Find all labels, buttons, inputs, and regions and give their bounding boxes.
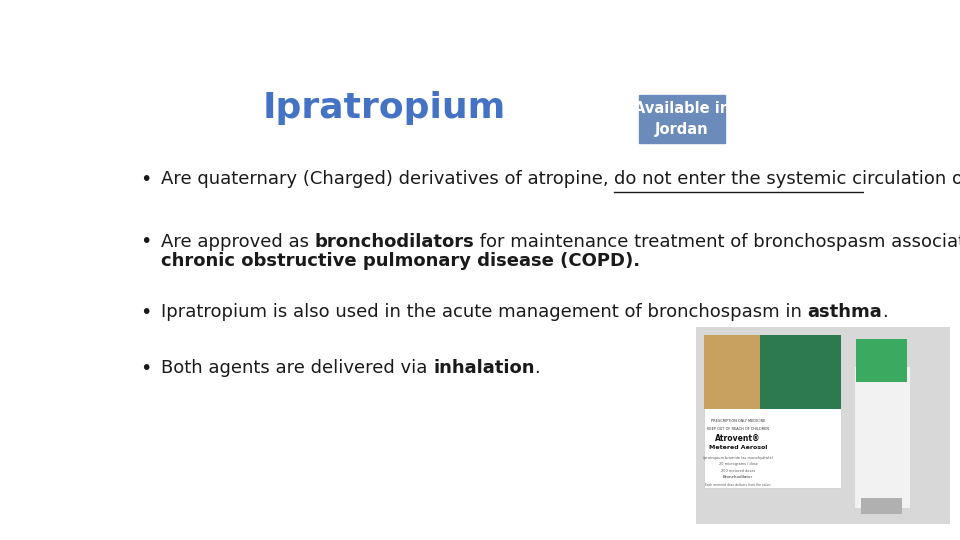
Text: bronchodilators: bronchodilators — [315, 233, 474, 251]
Text: Are quaternary (Charged) derivatives of atropine,: Are quaternary (Charged) derivatives of … — [161, 170, 614, 188]
Text: Both agents are delivered via: Both agents are delivered via — [161, 359, 433, 377]
Text: •: • — [140, 232, 152, 251]
Text: Ipratropium is also used in the acute management of bronchospasm in: Ipratropium is also used in the acute ma… — [161, 303, 807, 321]
Text: Are approved as: Are approved as — [161, 233, 315, 251]
Text: •: • — [140, 303, 152, 322]
Text: .: . — [535, 359, 540, 377]
Text: •: • — [140, 170, 152, 188]
Text: asthma: asthma — [807, 303, 882, 321]
Text: 20 micrograms / dose: 20 micrograms / dose — [718, 462, 757, 465]
Text: •: • — [140, 359, 152, 378]
FancyBboxPatch shape — [639, 95, 725, 143]
Bar — [704, 335, 770, 409]
Text: inhalation: inhalation — [433, 359, 535, 377]
Text: Available in
Jordan: Available in Jordan — [634, 101, 730, 137]
Bar — [853, 366, 910, 508]
Text: KEEP OUT OF REACH OF CHILDREN: KEEP OUT OF REACH OF CHILDREN — [707, 427, 769, 431]
Text: Atrovent®: Atrovent® — [715, 434, 760, 443]
Text: chronic obstructive pulmonary disease (COPD).: chronic obstructive pulmonary disease (C… — [161, 253, 640, 271]
Text: Each metered dose delivers from the valve:: Each metered dose delivers from the valv… — [705, 483, 771, 488]
Bar — [856, 339, 907, 382]
Text: Ipratropium: Ipratropium — [262, 91, 506, 125]
Text: PRESCRIPTION ONLY MEDICINE: PRESCRIPTION ONLY MEDICINE — [710, 419, 765, 423]
Text: Metered Aerosol: Metered Aerosol — [708, 446, 767, 450]
Text: Bronchodilator: Bronchodilator — [723, 476, 753, 480]
Text: for maintenance treatment of bronchospasm associated with: for maintenance treatment of bronchospas… — [474, 233, 960, 251]
Text: ipratropium bromide (as monohydrate): ipratropium bromide (as monohydrate) — [703, 456, 773, 460]
Text: .: . — [882, 303, 888, 321]
Text: 200 metered doses: 200 metered doses — [721, 469, 756, 472]
Bar — [704, 335, 841, 488]
Text: do not enter the systemic circulation or the CNS.: do not enter the systemic circulation or… — [614, 170, 960, 188]
Bar — [759, 335, 841, 409]
Bar — [861, 498, 902, 514]
